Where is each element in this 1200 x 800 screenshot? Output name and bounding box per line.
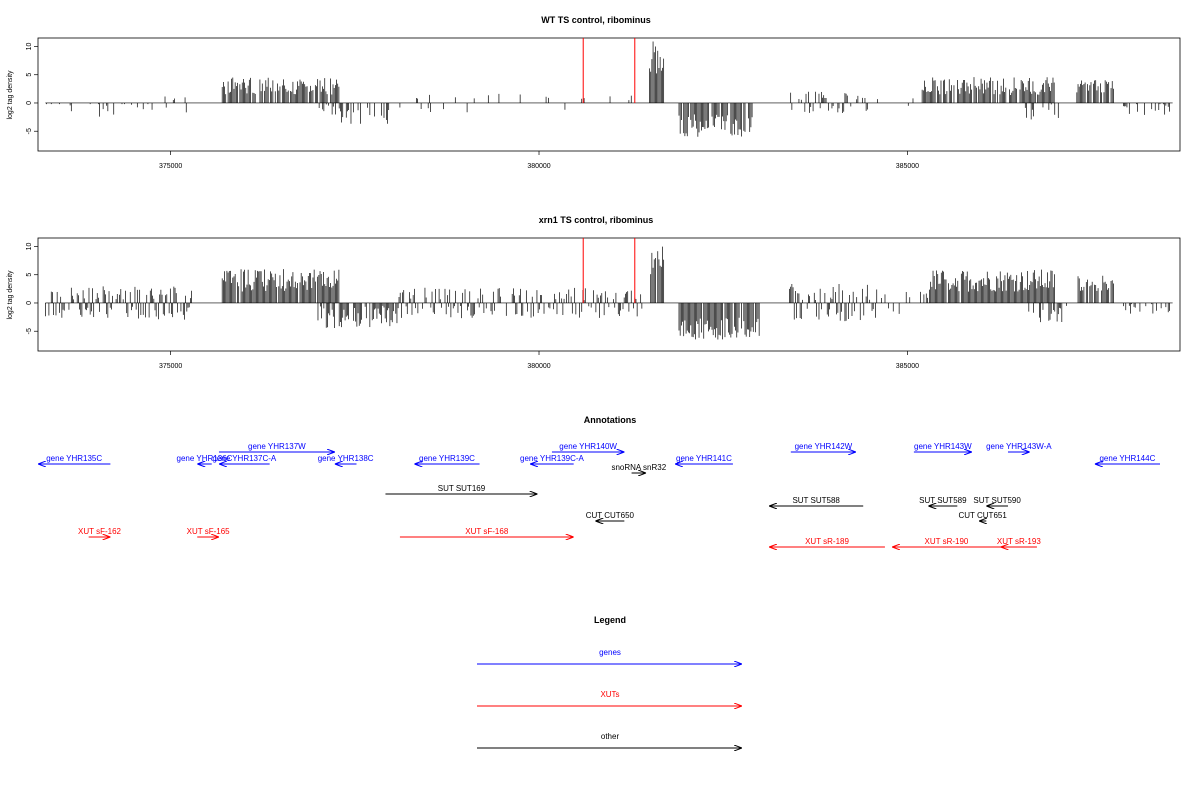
x-tick-label: 385000 bbox=[896, 363, 919, 370]
wt-track-markers bbox=[582, 38, 636, 103]
feature-label: gene YHR140W bbox=[559, 442, 617, 451]
feature-label: XUT sF-165 bbox=[187, 527, 231, 536]
feature-gene-5: gene YHR139C bbox=[414, 454, 480, 464]
feature-label: gene YHR136C bbox=[177, 454, 233, 463]
annotation-features: gene YHR135C gene YHR136C gene YHR137W gene… bbox=[38, 442, 1160, 547]
feature-xut-25: XUT sR-193 bbox=[997, 537, 1041, 547]
feature-gene-3: gene YHR137C-A bbox=[212, 454, 277, 464]
feature-gene-4: gene YHR138C bbox=[318, 454, 374, 464]
feature-gene-11: gene YHR143W-A bbox=[986, 442, 1052, 452]
feature-other-17: SUT SUT590 bbox=[973, 496, 1021, 506]
feature-label: XUT sR-190 bbox=[925, 537, 969, 546]
y-tick-label: 10 bbox=[26, 42, 33, 50]
legend-item-other: other bbox=[477, 732, 742, 748]
feature-xut-22: XUT sF-168 bbox=[399, 527, 574, 537]
feature-label: SUT SUT588 bbox=[792, 496, 840, 505]
legend-title: Legend bbox=[594, 615, 626, 625]
legend-label: other bbox=[601, 732, 620, 741]
feature-other-13: snoRNA snR32 bbox=[611, 463, 667, 473]
legend-label: genes bbox=[599, 648, 621, 657]
feature-other-15: SUT SUT588 bbox=[769, 496, 864, 506]
feature-label: XUT sR-193 bbox=[997, 537, 1041, 546]
xrn1-track-frame bbox=[37, 237, 1181, 352]
feature-gene-1: gene YHR136C bbox=[177, 454, 233, 464]
y-tick-label: 5 bbox=[26, 73, 33, 77]
feature-label: gene YHR143W-A bbox=[986, 442, 1052, 451]
x-tick-label: 375000 bbox=[159, 363, 182, 370]
legend-label: XUTs bbox=[600, 690, 619, 699]
legend-item-genes: genes bbox=[477, 648, 742, 664]
feature-gene-12: gene YHR144C bbox=[1094, 454, 1160, 464]
feature-xut-23: XUT sR-189 bbox=[769, 537, 885, 547]
feature-label: SUT SUT590 bbox=[973, 496, 1021, 505]
xrn1-track-panel: xrn1 TS control, ribominus log2 tag dens… bbox=[7, 215, 1181, 370]
feature-gene-9: gene YHR142W bbox=[790, 442, 856, 452]
feature-gene-10: gene YHR143W bbox=[913, 442, 972, 452]
legend-items: genes XUTs other bbox=[477, 648, 742, 748]
feature-label: gene YHR135C bbox=[46, 454, 102, 463]
y-tick-label: 0 bbox=[26, 301, 33, 305]
feature-gene-0: gene YHR135C bbox=[38, 454, 111, 464]
feature-label: gene YHR139C-A bbox=[520, 454, 585, 463]
wt-track-frame bbox=[37, 37, 1181, 152]
feature-label: gene YHR141C bbox=[676, 454, 732, 463]
x-tick-label: 385000 bbox=[896, 163, 919, 170]
wt-track-bars bbox=[45, 41, 1173, 137]
feature-label: SUT SUT589 bbox=[919, 496, 967, 505]
x-tick-label: 380000 bbox=[527, 363, 550, 370]
x-tick-label: 380000 bbox=[527, 163, 550, 170]
xrn1-track-x-axis: 375000 380000 385000 bbox=[159, 351, 919, 370]
feature-label: gene YHR139C bbox=[419, 454, 475, 463]
wt-track-panel: WT TS control, ribominus log2 tag densit… bbox=[7, 15, 1181, 170]
annotations-panel: Annotations gene YHR135C gene YHR136Cgene… bbox=[38, 415, 1160, 547]
feature-label: CUT CUT651 bbox=[958, 511, 1007, 520]
feature-label: gene YHR144C bbox=[1099, 454, 1155, 463]
feature-label: gene YHR137W bbox=[248, 442, 306, 451]
wt-track-title: WT TS control, ribominus bbox=[541, 15, 651, 25]
xrn1-track-markers bbox=[582, 238, 636, 303]
feature-label: snoRNA snR32 bbox=[611, 463, 666, 472]
y-tick-label: -5 bbox=[26, 328, 33, 334]
feature-label: XUT sF-162 bbox=[78, 527, 122, 536]
xrn1-track-title: xrn1 TS control, ribominus bbox=[539, 215, 654, 225]
feature-label: SUT SUT169 bbox=[438, 484, 486, 493]
y-tick-label: 0 bbox=[26, 101, 33, 105]
feature-gene-7: gene YHR140W bbox=[551, 442, 625, 452]
feature-label: gene YHR143W bbox=[914, 442, 972, 451]
feature-xut-20: XUT sF-162 bbox=[78, 527, 122, 537]
legend-item-xuts: XUTs bbox=[477, 690, 742, 706]
legend-panel: Legend genes XUTs other bbox=[477, 615, 742, 748]
feature-gene-8: gene YHR141C bbox=[675, 454, 733, 464]
feature-xut-21: XUT sF-165 bbox=[187, 527, 231, 537]
wt-track-ylabel: log2 tag density bbox=[7, 70, 14, 120]
xrn1-track-bars bbox=[45, 246, 1173, 340]
y-tick-label: 5 bbox=[26, 273, 33, 277]
annotations-title: Annotations bbox=[584, 415, 637, 425]
wt-track-y-axis: -5 0 5 10 bbox=[26, 42, 38, 134]
feature-gene-2: gene YHR137W bbox=[218, 442, 335, 452]
feature-label: XUT sR-189 bbox=[805, 537, 849, 546]
feature-label: gene YHR142W bbox=[795, 442, 853, 451]
y-tick-label: -5 bbox=[26, 128, 33, 134]
feature-xut-24: XUT sR-190 bbox=[892, 537, 1001, 547]
feature-label: gene YHR137C-A bbox=[212, 454, 277, 463]
feature-other-16: SUT SUT589 bbox=[919, 496, 967, 506]
feature-gene-6: gene YHR139C-A bbox=[520, 454, 585, 464]
y-tick-label: 10 bbox=[26, 242, 33, 250]
xrn1-track-ylabel: log2 tag density bbox=[7, 270, 14, 320]
feature-label: CUT CUT650 bbox=[586, 511, 635, 520]
feature-label: gene YHR138C bbox=[318, 454, 374, 463]
feature-other-18: CUT CUT650 bbox=[586, 511, 635, 521]
wt-track-x-axis: 375000 380000 385000 bbox=[159, 151, 919, 170]
feature-other-19: CUT CUT651 bbox=[958, 511, 1007, 521]
feature-other-14: SUT SUT169 bbox=[385, 484, 538, 494]
feature-label: XUT sF-168 bbox=[465, 527, 509, 536]
x-tick-label: 375000 bbox=[159, 163, 182, 170]
xrn1-track-y-axis: -5 0 5 10 bbox=[26, 242, 38, 334]
